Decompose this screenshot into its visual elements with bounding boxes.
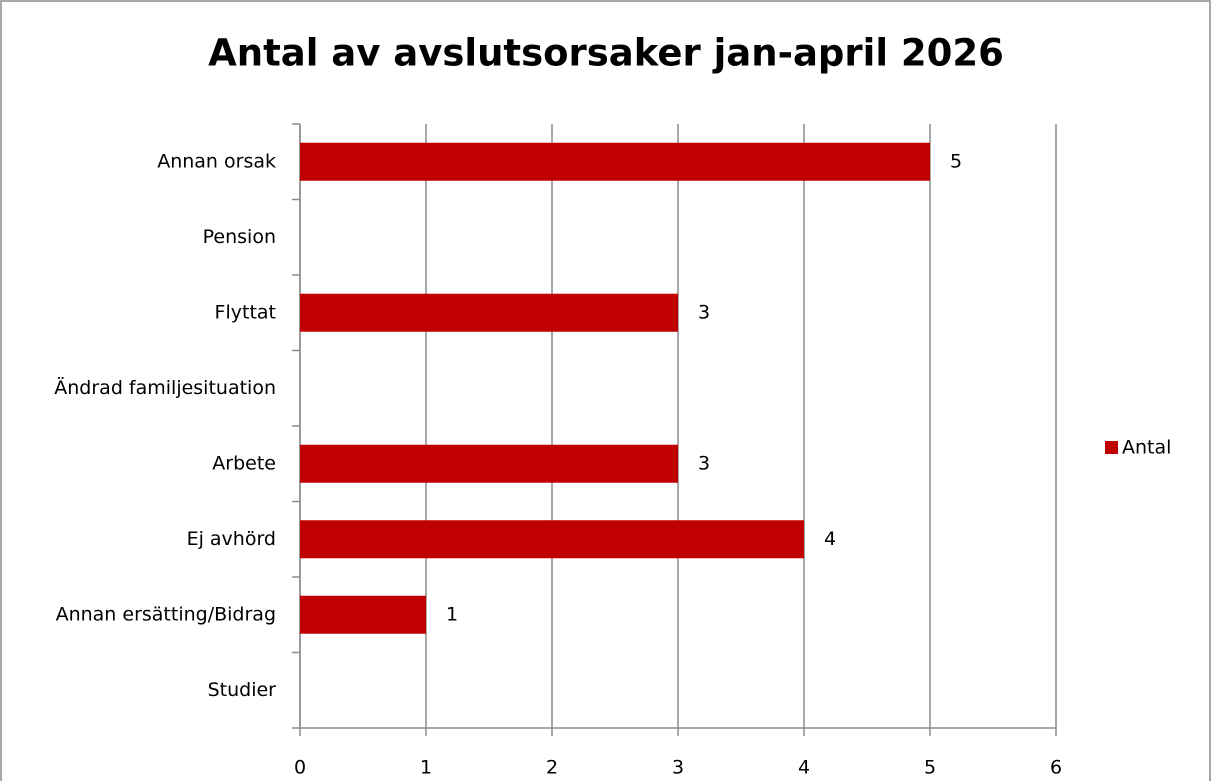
bar xyxy=(300,595,426,634)
y-tick-label: Annan orsak xyxy=(157,150,276,172)
x-tick-label: 4 xyxy=(798,757,810,779)
y-tick-label: Studier xyxy=(208,679,277,701)
y-tick-label: Ej avhörd xyxy=(187,528,276,550)
y-tick-label: Ändrad familjesituation xyxy=(54,376,276,399)
legend-swatch xyxy=(1105,441,1118,454)
y-tick-label: Arbete xyxy=(212,452,276,474)
x-tick-label: 1 xyxy=(420,757,432,779)
y-tick-label: Annan ersätting/Bidrag xyxy=(56,603,276,625)
chart-title: Antal av avslutsorsaker jan-april 2026 xyxy=(208,32,1004,75)
data-label: 3 xyxy=(698,452,710,474)
y-tick-label: Pension xyxy=(203,226,276,248)
x-tick-label: 2 xyxy=(546,757,558,779)
bar xyxy=(300,444,678,483)
bar xyxy=(300,142,930,181)
data-label: 4 xyxy=(824,528,836,550)
data-label: 5 xyxy=(950,150,962,172)
x-tick-label: 3 xyxy=(672,757,684,779)
data-label: 3 xyxy=(698,301,710,323)
legend-label: Antal xyxy=(1122,437,1171,459)
y-tick-label: Flyttat xyxy=(215,301,276,323)
data-label: 1 xyxy=(446,603,458,625)
x-tick-label: 0 xyxy=(294,757,306,779)
x-tick-label: 6 xyxy=(1050,757,1062,779)
x-tick-label: 5 xyxy=(924,757,936,779)
bar xyxy=(300,520,804,559)
bar xyxy=(300,293,678,332)
